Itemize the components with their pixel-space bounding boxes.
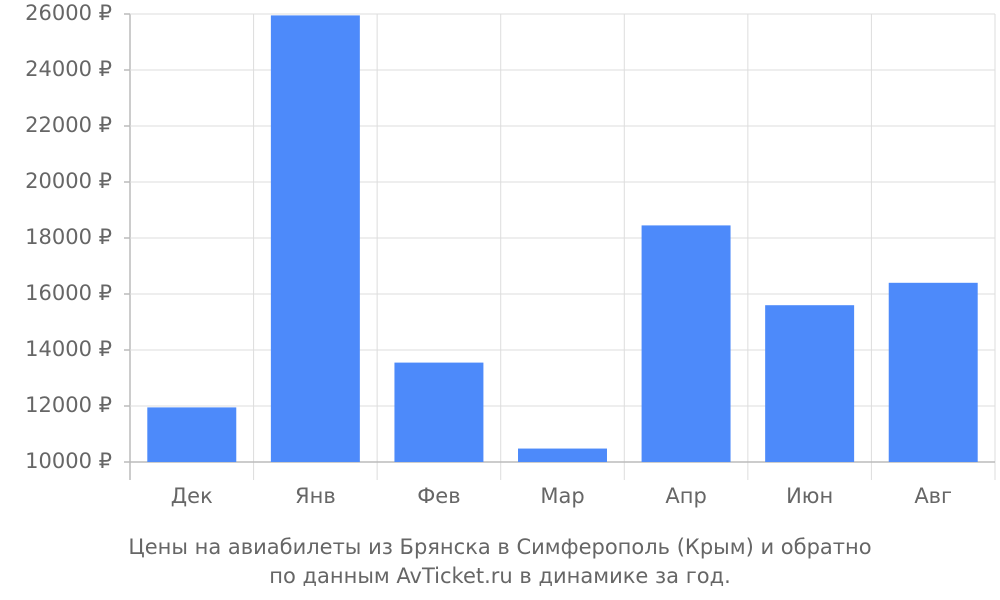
x-tick-label: Янв xyxy=(295,484,336,508)
y-tick-label: 10000 ₽ xyxy=(25,449,112,473)
x-tick-label: Июн xyxy=(786,484,833,508)
x-tick-label: Мар xyxy=(540,484,584,508)
bar xyxy=(641,225,731,462)
bar xyxy=(270,15,360,463)
x-tick-label: Авг xyxy=(914,484,952,508)
y-tick-label: 14000 ₽ xyxy=(25,337,112,361)
chart-title: по данным AvTicket.ru в динамике за год. xyxy=(269,564,731,588)
x-tick-label: Фев xyxy=(417,484,460,508)
y-tick-label: 16000 ₽ xyxy=(25,281,112,305)
y-tick-label: 18000 ₽ xyxy=(25,225,112,249)
y-tick-label: 12000 ₽ xyxy=(25,393,112,417)
bar xyxy=(765,305,855,462)
y-tick-label: 24000 ₽ xyxy=(25,57,112,81)
bar xyxy=(518,448,607,462)
bar xyxy=(147,407,237,462)
y-tick-label: 20000 ₽ xyxy=(25,169,112,193)
y-tick-label: 22000 ₽ xyxy=(25,113,112,137)
x-tick-label: Дек xyxy=(171,484,213,508)
x-tick-label: Апр xyxy=(665,484,706,508)
y-tick-label: 26000 ₽ xyxy=(25,1,112,25)
bar xyxy=(888,282,978,462)
chart-title: Цены на авиабилеты из Брянска в Симфероп… xyxy=(128,535,871,559)
bar xyxy=(394,362,484,462)
